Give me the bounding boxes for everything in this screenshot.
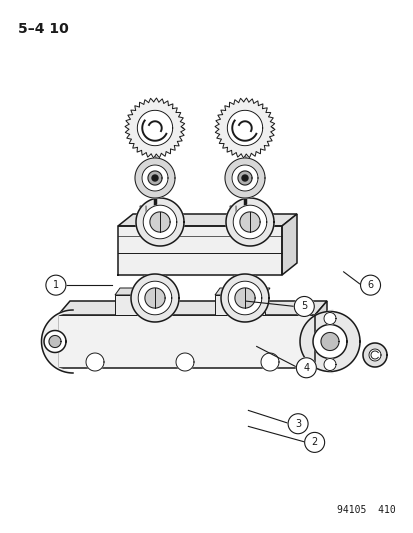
- Polygon shape: [49, 335, 61, 348]
- Circle shape: [294, 296, 313, 317]
- Polygon shape: [142, 165, 168, 191]
- Polygon shape: [118, 214, 296, 226]
- Polygon shape: [147, 171, 161, 185]
- Polygon shape: [368, 349, 380, 361]
- Polygon shape: [314, 301, 326, 368]
- Polygon shape: [231, 165, 257, 191]
- Polygon shape: [233, 205, 266, 239]
- Polygon shape: [221, 274, 268, 322]
- Polygon shape: [143, 205, 176, 239]
- Polygon shape: [152, 175, 158, 181]
- Polygon shape: [227, 110, 262, 146]
- Circle shape: [46, 275, 66, 295]
- Polygon shape: [234, 288, 254, 308]
- Polygon shape: [136, 198, 183, 246]
- Circle shape: [304, 432, 324, 453]
- Polygon shape: [237, 171, 252, 185]
- Polygon shape: [137, 110, 172, 146]
- Polygon shape: [44, 330, 66, 352]
- Text: 2: 2: [311, 438, 317, 447]
- Circle shape: [360, 275, 380, 295]
- Text: 6: 6: [367, 280, 373, 290]
- Polygon shape: [228, 281, 261, 315]
- Polygon shape: [118, 226, 281, 275]
- Circle shape: [296, 358, 316, 378]
- Polygon shape: [362, 343, 386, 367]
- Polygon shape: [240, 212, 259, 232]
- Polygon shape: [281, 214, 296, 275]
- Polygon shape: [320, 333, 338, 351]
- Polygon shape: [138, 281, 171, 315]
- Text: 3: 3: [294, 419, 300, 429]
- Polygon shape: [176, 353, 194, 371]
- Polygon shape: [41, 310, 73, 373]
- Polygon shape: [299, 311, 359, 372]
- Polygon shape: [323, 312, 335, 325]
- FancyBboxPatch shape: [58, 315, 314, 368]
- Polygon shape: [125, 98, 185, 158]
- Polygon shape: [260, 353, 278, 371]
- Polygon shape: [214, 98, 274, 158]
- Text: 5: 5: [300, 302, 307, 311]
- Polygon shape: [214, 288, 269, 295]
- Bar: [115, 295, 165, 315]
- Text: 4: 4: [303, 363, 309, 373]
- Text: 1: 1: [53, 280, 59, 290]
- Polygon shape: [131, 274, 178, 322]
- Bar: [214, 295, 264, 315]
- Polygon shape: [140, 206, 170, 220]
- Polygon shape: [242, 175, 247, 181]
- Polygon shape: [145, 288, 165, 308]
- Polygon shape: [323, 359, 335, 370]
- Polygon shape: [312, 325, 346, 359]
- Text: 5–4 10: 5–4 10: [18, 22, 69, 36]
- Polygon shape: [135, 158, 175, 198]
- Circle shape: [287, 414, 307, 434]
- Polygon shape: [230, 206, 259, 220]
- Polygon shape: [314, 310, 332, 373]
- Text: 94105  410: 94105 410: [337, 505, 395, 515]
- Polygon shape: [225, 198, 273, 246]
- Polygon shape: [224, 158, 264, 198]
- Polygon shape: [58, 301, 326, 315]
- Polygon shape: [115, 288, 170, 295]
- Polygon shape: [150, 212, 170, 232]
- Polygon shape: [86, 353, 104, 371]
